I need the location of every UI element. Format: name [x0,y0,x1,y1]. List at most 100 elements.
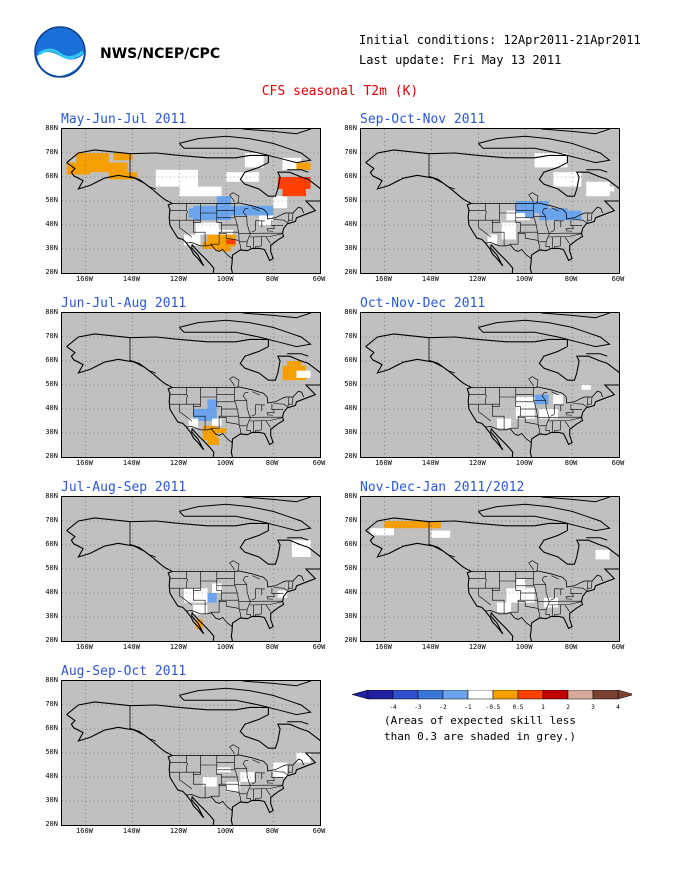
state-boundary [265,789,271,796]
anomaly-area [193,605,208,615]
state-boundary [492,387,505,430]
state-boundary [587,580,593,589]
anomaly-area [66,162,91,175]
anomaly-area [184,234,201,246]
anomaly-area [113,153,133,161]
lat-label: 20N [344,268,357,276]
state-boundary [271,404,284,410]
state-boundary [219,233,240,241]
lat-label: 30N [45,428,58,436]
state-boundary [564,421,570,428]
anomaly-area [515,397,535,419]
state-boundary [249,417,284,422]
state-boundary [541,207,551,249]
lat-label: 20N [45,820,58,828]
country-border [485,426,532,444]
coastline [586,169,608,173]
lat-label: 70N [45,332,58,340]
lat-label: 40N [344,220,357,228]
anomaly-area [277,177,311,189]
legend-swatch [542,689,569,700]
anomaly-area [188,418,199,429]
lat-label: 60N [344,356,357,364]
forecast-map-jja [61,312,321,458]
lake-outline [528,560,539,571]
legend-swatch [567,689,594,700]
anomaly-area [212,418,222,426]
lon-label: 80W [265,827,279,835]
state-boundary [478,220,492,238]
state-boundary [565,593,574,600]
lat-label: 30N [45,796,58,804]
state-boundary [255,421,262,433]
anomaly-area [188,208,203,218]
state-boundary [533,387,541,434]
lon-label: 160W [76,827,93,835]
coastline [365,517,619,641]
anomaly-area [244,153,264,168]
state-boundary [565,225,574,232]
lat-label: 50N [45,380,58,388]
anomaly-area [230,205,259,216]
state-boundary [265,421,271,428]
map-canvas [361,129,619,273]
lat-label: 70N [344,516,357,524]
coastline [477,135,611,164]
state-boundary [273,580,290,592]
state-boundary [186,755,188,773]
state-boundary [485,203,487,221]
coastline [365,162,514,273]
coastline [242,129,311,135]
state-boundary [265,237,271,244]
state-boundary [550,588,555,601]
country-border [471,386,603,404]
lat-label: 70N [344,332,357,340]
lat-label: 80N [344,492,357,500]
lat-label: 60N [45,724,58,732]
state-boundary [219,601,240,609]
panel-title-son: Sep-Oct-Nov 2011 [360,112,486,127]
lake-outline [229,376,240,387]
legend-swatch [442,689,469,700]
legend-swatch [517,689,544,700]
lon-label: 140W [122,459,140,467]
legend-bar: -4 -3 -2 -1 -0.5 0.5 1 2 3 4 [351,689,635,711]
lon-label: 60W [312,459,326,467]
legend-tick-label: 2 [566,704,570,711]
state-boundary [255,605,262,617]
state-boundary [193,755,206,798]
state-boundary [179,220,193,238]
lon-label: 160W [375,275,392,283]
forecast-map-aso [61,680,321,826]
legend-tick-label: -0.5 [486,704,501,711]
map-title: CFS seasonal T2m (K) [261,84,419,99]
state-boundary [570,588,583,594]
lat-label: 20N [45,636,58,644]
state-boundary [249,601,284,606]
lat-label: 70N [45,700,58,708]
legend-swatch [417,689,444,700]
state-boundary [271,588,284,594]
legend-swatch [367,689,394,700]
lon-label: 100W [515,275,533,283]
anomaly-area [543,597,558,608]
lat-label: 40N [344,404,357,412]
lat-label: 40N [45,220,58,228]
forecast-map-son [360,128,620,274]
state-boundary [572,396,589,408]
anomaly-area [259,205,274,216]
anomaly-area [525,210,535,218]
coastline [178,135,312,164]
state-boundary [193,203,206,246]
state-boundary [518,233,539,241]
anomaly-area [487,234,498,245]
coastline [477,503,611,532]
lat-label: 30N [344,244,357,252]
anomaly-area [539,208,568,221]
state-boundary [551,207,559,212]
lat-label: 60N [45,356,58,364]
anomaly-area [179,186,222,197]
lon-label: 160W [375,643,392,651]
coastline [586,537,608,541]
state-boundary [570,220,583,226]
